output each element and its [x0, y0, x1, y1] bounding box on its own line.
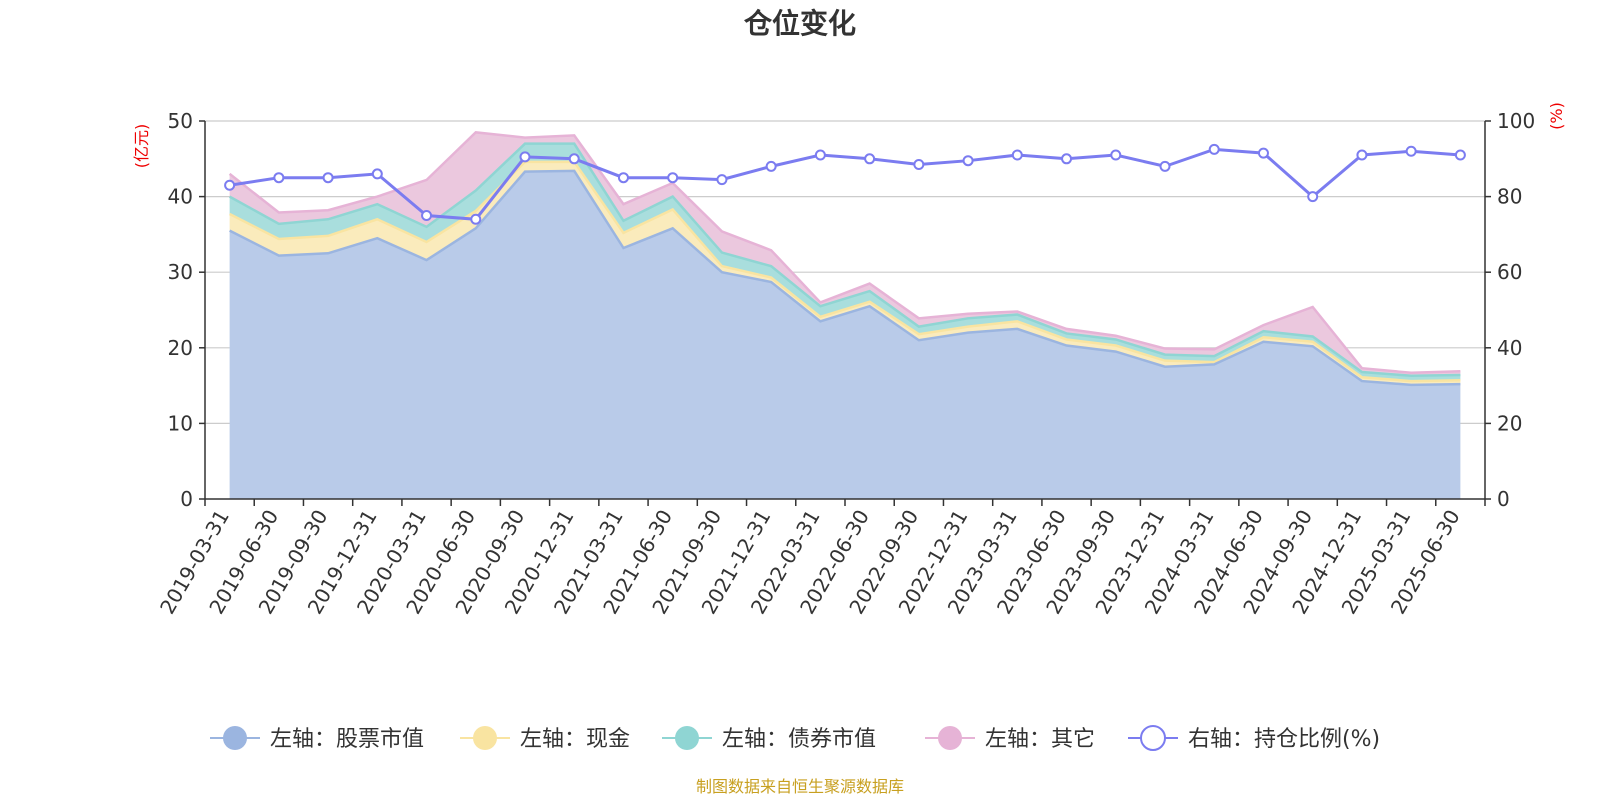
- right-tick-label: 100: [1497, 109, 1535, 133]
- left-tick-label: 0: [180, 487, 193, 511]
- legend-label: 左轴：债券市值: [722, 727, 876, 752]
- line-point: [716, 174, 728, 186]
- line-point: [1061, 153, 1073, 165]
- line-point: [1356, 149, 1368, 161]
- right-tick-label: 0: [1497, 487, 1510, 511]
- right-tick-label: 60: [1497, 260, 1522, 284]
- line-point: [617, 172, 629, 184]
- legend-marker: [938, 726, 962, 750]
- legend-item[interactable]: 左轴：债券市值: [662, 726, 876, 752]
- right-axis-unit: (%): [1547, 102, 1566, 130]
- line-point: [913, 158, 925, 170]
- legend-marker: [675, 726, 699, 750]
- line-point: [371, 168, 383, 180]
- left-tick-label: 40: [168, 185, 193, 209]
- line-point: [667, 172, 679, 184]
- line-point: [1307, 191, 1319, 203]
- legend-marker: [473, 726, 497, 750]
- left-tick-label: 30: [168, 260, 193, 284]
- legend-item[interactable]: 左轴：股票市值: [210, 726, 424, 752]
- line-point: [470, 213, 482, 225]
- line-point: [421, 210, 433, 221]
- line-point: [765, 160, 777, 172]
- area-edge-左轴：现金: [229, 160, 1461, 383]
- legend: 左轴：股票市值 左轴：现金 左轴：债券市值 左轴：其它 右轴：持仓比例(%): [210, 725, 1380, 752]
- area-edge-左轴：股票市值: [229, 169, 1461, 387]
- left-tick-label: 20: [168, 336, 193, 360]
- line-point: [1208, 143, 1220, 155]
- line-point: [519, 151, 531, 163]
- left-axis-unit: (亿元): [132, 124, 151, 169]
- legend-marker: [1140, 725, 1166, 751]
- line-point: [1405, 145, 1417, 157]
- line-point: [1454, 149, 1466, 161]
- left-tick-label: 10: [168, 411, 193, 435]
- chart-title: 仓位变化: [744, 7, 856, 40]
- line-point: [1110, 149, 1122, 161]
- legend-marker: [223, 726, 247, 750]
- line-point: [568, 153, 580, 165]
- line-point: [322, 172, 334, 184]
- line-point: [864, 153, 876, 165]
- legend-label: 左轴：股票市值: [270, 727, 424, 752]
- right-tick-label: 20: [1497, 411, 1522, 435]
- left-tick-label: 50: [168, 109, 193, 133]
- area-edge-左轴：其它: [228, 131, 1461, 374]
- legend-item[interactable]: 左轴：其它: [925, 726, 1095, 752]
- legend-item[interactable]: 右轴：持仓比例(%): [1128, 725, 1380, 752]
- right-tick-label: 80: [1497, 185, 1522, 209]
- legend-label: 右轴：持仓比例(%): [1188, 727, 1380, 752]
- line-point: [1257, 147, 1269, 159]
- area-左轴：股票市值: [229, 170, 1461, 499]
- line-右轴：持仓比例(%): [229, 147, 1461, 221]
- line-point: [1011, 149, 1023, 161]
- area-edge-左轴：债券市值: [229, 142, 1461, 378]
- area-左轴：债券市值: [229, 143, 1461, 382]
- line-point: [814, 149, 826, 161]
- legend-item[interactable]: 左轴：现金: [460, 726, 630, 752]
- area-series: [228, 131, 1461, 499]
- legend-label: 左轴：现金: [520, 727, 630, 752]
- legend-label: 左轴：其它: [985, 727, 1095, 752]
- right-tick-label: 40: [1497, 336, 1522, 360]
- line-series: [224, 143, 1466, 225]
- line-point: [224, 179, 236, 191]
- line-point: [1159, 160, 1171, 172]
- area-左轴：其它: [229, 132, 1461, 376]
- line-point: [273, 172, 285, 184]
- source-note: 制图数据来自恒生聚源数据库: [696, 777, 904, 796]
- line-point: [962, 155, 974, 167]
